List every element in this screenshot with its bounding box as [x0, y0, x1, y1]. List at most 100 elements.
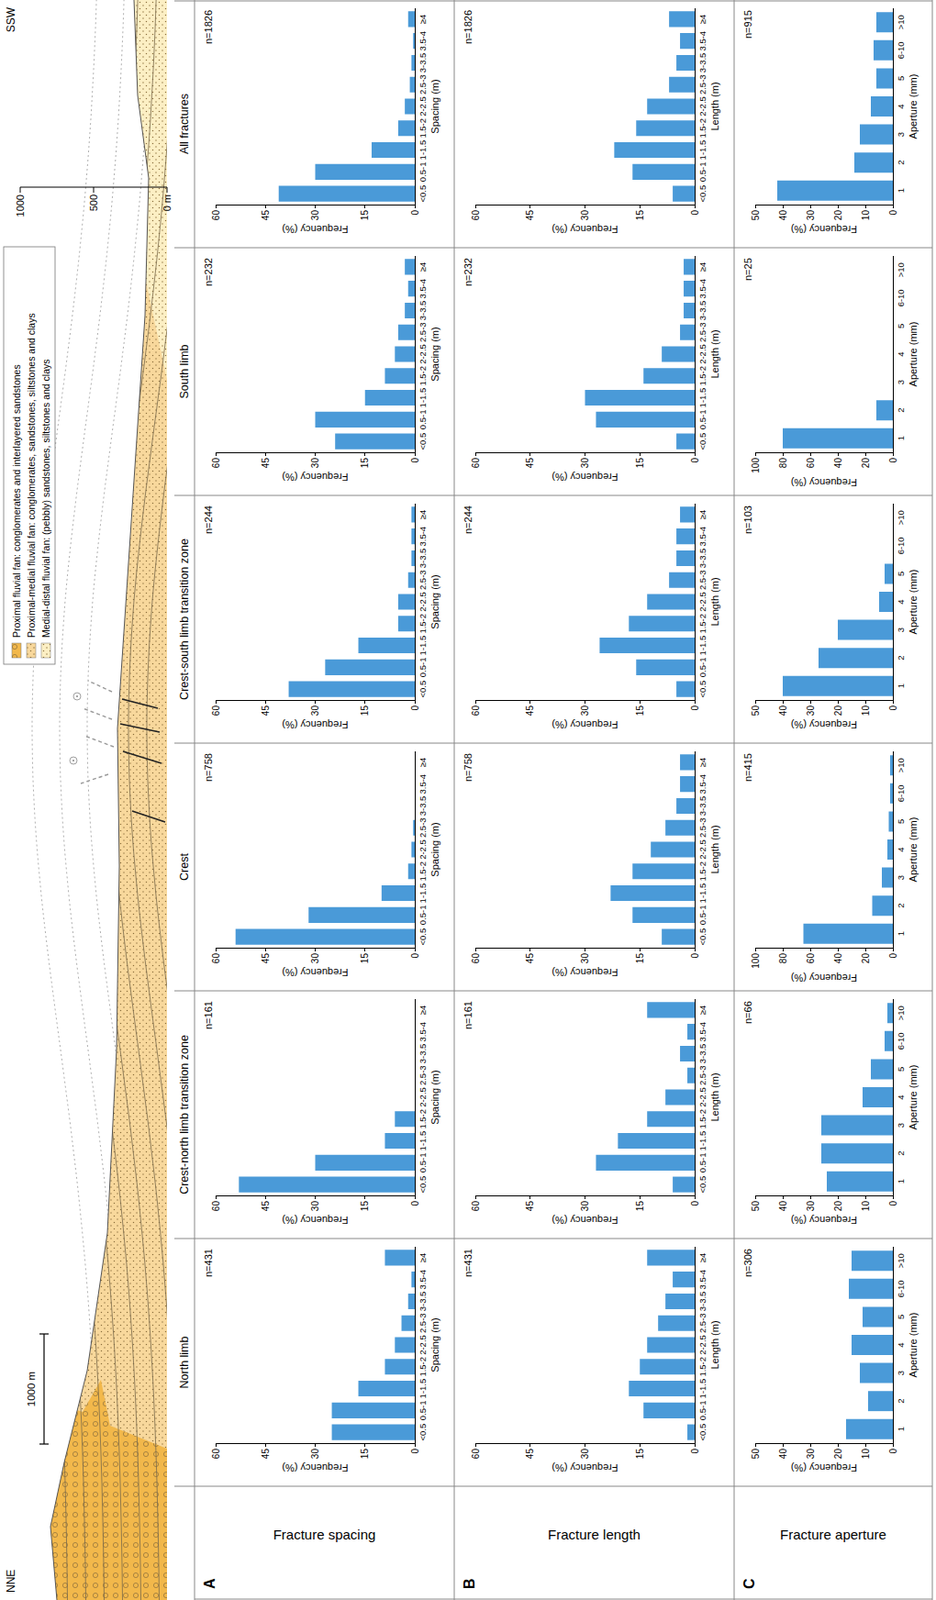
svg-text:15: 15: [359, 1448, 370, 1460]
svg-text:1-1.5: 1-1.5: [697, 883, 708, 904]
svg-text:>10: >10: [895, 1253, 906, 1269]
svg-text:<0.5: <0.5: [697, 680, 708, 699]
svg-text:30: 30: [579, 1448, 591, 1460]
svg-text:Frequency (%): Frequency (%): [791, 1214, 858, 1226]
svg-text:Aperture (mm): Aperture (mm): [907, 1313, 919, 1379]
svg-text:3-3.5: 3-3.5: [417, 1292, 428, 1313]
svg-text:<0.5: <0.5: [417, 433, 428, 451]
svg-text:2-2.5: 2-2.5: [697, 1087, 708, 1108]
svg-text:0.5-1: 0.5-1: [417, 410, 428, 431]
svg-text:n=758: n=758: [202, 753, 214, 782]
svg-text:30: 30: [310, 210, 321, 222]
svg-text:3-3.5: 3-3.5: [417, 300, 428, 322]
svg-text:60: 60: [470, 210, 481, 222]
svg-text:3: 3: [895, 1123, 906, 1128]
svg-text:2.5-3: 2.5-3: [697, 1313, 708, 1334]
svg-text:60: 60: [211, 1448, 222, 1460]
svg-text:60: 60: [805, 953, 816, 965]
svg-text:0: 0: [410, 1201, 421, 1207]
svg-text:1.5-2: 1.5-2: [417, 366, 428, 387]
svg-text:45: 45: [260, 1448, 271, 1460]
svg-text:3.5-4: 3.5-4: [417, 31, 428, 52]
svg-text:5: 5: [895, 323, 906, 329]
svg-text:0: 0: [690, 1448, 701, 1455]
svg-text:3-3.5: 3-3.5: [697, 53, 708, 74]
svg-text:60: 60: [211, 1201, 222, 1213]
svg-text:2-2.5: 2-2.5: [417, 591, 428, 613]
svg-text:30: 30: [805, 210, 816, 222]
svg-text:0: 0: [410, 210, 421, 216]
svg-text:3: 3: [895, 132, 906, 137]
svg-text:2: 2: [895, 159, 906, 165]
svg-text:15: 15: [635, 457, 646, 469]
svg-text:<0.5: <0.5: [417, 928, 428, 947]
svg-text:5: 5: [895, 76, 906, 81]
svg-text:n=244: n=244: [462, 505, 474, 535]
svg-text:20: 20: [833, 210, 844, 222]
svg-text:3.5-4: 3.5-4: [417, 1022, 428, 1043]
svg-text:Spacing (m): Spacing (m): [429, 326, 441, 381]
svg-text:6-10: 6-10: [895, 1032, 906, 1050]
svg-text:n=1826: n=1826: [202, 10, 214, 45]
svg-text:3.5-4: 3.5-4: [697, 31, 708, 52]
svg-text:<0.5: <0.5: [697, 185, 708, 203]
svg-text:3.5-4: 3.5-4: [417, 526, 428, 547]
svg-text:1-1.5: 1-1.5: [417, 635, 428, 657]
svg-text:15: 15: [359, 210, 370, 222]
svg-text:B: B: [461, 1578, 478, 1590]
svg-text:Medial-distal fluvial fan: (pe: Medial-distal fluvial fan: (pebbly) sand…: [40, 359, 52, 639]
svg-text:≥4: ≥4: [417, 1253, 428, 1264]
svg-text:45: 45: [524, 953, 535, 965]
svg-text:≥4: ≥4: [417, 757, 428, 769]
svg-text:Spacing (m): Spacing (m): [429, 574, 441, 629]
svg-text:0.5-1: 0.5-1: [417, 657, 428, 679]
svg-text:50: 50: [750, 1448, 761, 1460]
svg-text:4: 4: [895, 599, 906, 604]
svg-text:15: 15: [635, 1201, 646, 1213]
svg-text:0: 0: [888, 1448, 899, 1455]
svg-text:60: 60: [805, 457, 816, 469]
svg-text:A: A: [201, 1578, 218, 1590]
svg-text:1.5-2: 1.5-2: [697, 861, 708, 882]
svg-text:1: 1: [895, 1426, 906, 1432]
svg-text:0.5-1: 0.5-1: [697, 162, 708, 183]
svg-text:2-2.5: 2-2.5: [697, 591, 708, 613]
svg-text:2-2.5: 2-2.5: [417, 344, 428, 365]
svg-text:0.5-1: 0.5-1: [697, 905, 708, 926]
svg-text:60: 60: [470, 1201, 481, 1213]
svg-text:n=161: n=161: [462, 1001, 474, 1030]
svg-text:<0.5: <0.5: [697, 433, 708, 451]
svg-text:0: 0: [888, 210, 899, 216]
svg-text:≥4: ≥4: [697, 1253, 708, 1264]
svg-text:20: 20: [833, 1201, 844, 1213]
svg-text:Spacing (m): Spacing (m): [429, 78, 441, 134]
svg-text:2: 2: [895, 655, 906, 660]
svg-text:1: 1: [895, 1179, 906, 1184]
svg-text:0.5-1: 0.5-1: [417, 1401, 428, 1422]
svg-text:0: 0: [410, 705, 421, 712]
svg-text:40: 40: [778, 705, 789, 717]
svg-text:30: 30: [805, 1448, 816, 1460]
svg-text:15: 15: [359, 705, 370, 717]
svg-text:<0.5: <0.5: [697, 1424, 708, 1442]
svg-text:Fracture length: Fracture length: [547, 1526, 641, 1543]
svg-text:2.5-3: 2.5-3: [697, 817, 708, 838]
svg-text:60: 60: [211, 457, 222, 469]
svg-text:2: 2: [895, 1150, 906, 1156]
svg-text:60: 60: [211, 210, 222, 222]
svg-text:15: 15: [359, 1201, 370, 1213]
svg-text:3-3.5: 3-3.5: [697, 1044, 708, 1065]
svg-text:1000 m: 1000 m: [25, 1371, 37, 1407]
svg-text:Length (m): Length (m): [709, 1072, 721, 1122]
svg-text:n=758: n=758: [462, 753, 474, 782]
svg-text:5: 5: [895, 819, 906, 825]
svg-text:60: 60: [470, 457, 481, 469]
svg-text:0: 0: [888, 457, 899, 464]
svg-text:0: 0: [690, 210, 701, 216]
svg-text:n=232: n=232: [202, 257, 214, 287]
svg-text:3-3.5: 3-3.5: [417, 1044, 428, 1065]
svg-text:≥4: ≥4: [417, 14, 428, 25]
svg-text:1-1.5: 1-1.5: [417, 140, 428, 161]
svg-text:6-10: 6-10: [895, 1280, 906, 1298]
svg-text:Aperture (mm): Aperture (mm): [907, 322, 919, 388]
